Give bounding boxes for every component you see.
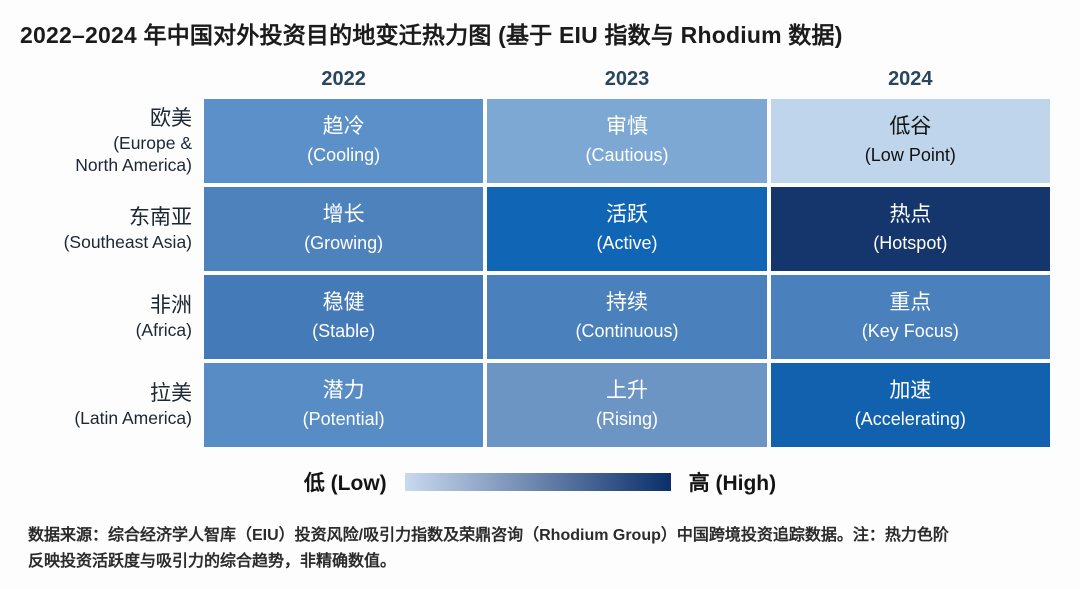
heatmap-row-latin-america: 拉美 (Latin America) 潜力 (Potential) 上升 (Ri… (12, 363, 1050, 447)
row-label-zh: 欧美 (150, 107, 192, 131)
cell-label-zh: 稳健 (322, 291, 365, 315)
cell-label-en: (Hotspot) (873, 233, 948, 254)
legend-low-label: 低 (Low) (303, 472, 387, 495)
color-legend: 低 (Low) 高 (High) (0, 467, 1080, 497)
row-label: 欧美 (Europe & North America) (12, 99, 200, 183)
cell-label-en: (Active) (596, 233, 658, 254)
heatmap-cell: 热点 (Hotspot) (770, 187, 1050, 271)
cell-label-zh: 加速 (889, 379, 932, 403)
row-label: 非洲 (Africa) (12, 275, 200, 359)
heatmap-cell: 持续 (Continuous) (487, 275, 767, 359)
column-header-2022: 2022 (321, 68, 366, 90)
row-label-en: (Southeast Asia) (63, 231, 192, 252)
heatmap-cell: 稳健 (Stable) (204, 275, 484, 359)
row-label-zh: 东南亚 (129, 206, 192, 230)
heatmap-cell: 活跃 (Active) (487, 187, 767, 271)
source-note-line1: 数据来源：综合经济学人智库（EIU）投资风险/吸引力指数及荣鼎咨询（Rhodiu… (28, 527, 949, 544)
row-label-en: (Europe & North America) (75, 132, 192, 175)
cell-label-en: (Accelerating) (854, 409, 966, 430)
legend-high-label: 高 (High) (688, 472, 777, 495)
cell-label-en: (Cautious) (585, 145, 669, 166)
column-header-2023: 2023 (604, 68, 650, 90)
cell-label-en: (Growing) (304, 233, 384, 254)
heatmap-row-africa: 非洲 (Africa) 稳健 (Stable) 持续 (Continuous) … (12, 275, 1050, 359)
legend-gradient-bar (404, 473, 671, 491)
heatmap: 2022 2023 2024 欧美 (Europe & North Americ… (12, 64, 1050, 447)
cell-label-zh: 增长 (322, 203, 365, 227)
heatmap-row-southeast-asia: 东南亚 (Southeast Asia) 增长 (Growing) 活跃 (Ac… (12, 187, 1050, 271)
cell-label-zh: 热点 (889, 203, 932, 227)
cell-label-zh: 低谷 (889, 115, 932, 139)
row-label-zh: 非洲 (150, 294, 192, 318)
cell-label-en: (Stable) (312, 321, 376, 342)
cell-label-en: (Low Point) (864, 145, 956, 166)
row-label: 东南亚 (Southeast Asia) (12, 187, 200, 271)
heatmap-cell: 上升 (Rising) (487, 363, 767, 447)
heatmap-cell: 加速 (Accelerating) (770, 363, 1050, 447)
column-header-2024: 2024 (888, 68, 933, 90)
row-label: 拉美 (Latin America) (12, 363, 200, 447)
cell-label-en: (Rising) (595, 409, 658, 430)
cell-label-zh: 持续 (605, 291, 648, 315)
heatmap-cell: 审慎 (Cautious) (487, 99, 767, 183)
row-label-zh: 拉美 (150, 382, 192, 406)
heatmap-cell: 增长 (Growing) (204, 187, 484, 271)
header-spacer (12, 64, 200, 91)
cell-label-zh: 审慎 (605, 115, 648, 139)
row-label-en: (Africa) (135, 319, 192, 340)
cell-label-en: (Continuous) (575, 321, 679, 342)
source-note: 数据来源：综合经济学人智库（EIU）投资风险/吸引力指数及荣鼎咨询（Rhodiu… (28, 523, 1050, 576)
cell-label-zh: 活跃 (605, 203, 648, 227)
chart-title: 2022–2024 年中国对外投资目的地变迁热力图 (基于 EIU 指数与 Rh… (20, 22, 843, 48)
heatmap-cell: 重点 (Key Focus) (770, 275, 1050, 359)
cell-label-zh: 上升 (605, 379, 648, 403)
cell-label-en: (Cooling) (307, 145, 381, 166)
cell-label-zh: 重点 (889, 291, 932, 315)
heatmap-header-row: 2022 2023 2024 (12, 64, 1050, 91)
cell-label-en: (Potential) (302, 409, 385, 430)
row-label-en: (Latin America) (74, 407, 192, 428)
cell-label-en: (Key Focus) (861, 321, 959, 342)
cell-label-zh: 趋冷 (322, 115, 365, 139)
heatmap-cell: 低谷 (Low Point) (770, 99, 1050, 183)
source-note-line2: 反映投资活跃度与吸引力的综合趋势，非精确数值。 (28, 553, 397, 571)
cell-label-zh: 潜力 (322, 379, 365, 403)
heatmap-cell: 潜力 (Potential) (204, 363, 484, 447)
heatmap-row-europe-north-america: 欧美 (Europe & North America) 趋冷 (Cooling)… (12, 99, 1050, 183)
heatmap-cell: 趋冷 (Cooling) (204, 99, 484, 183)
